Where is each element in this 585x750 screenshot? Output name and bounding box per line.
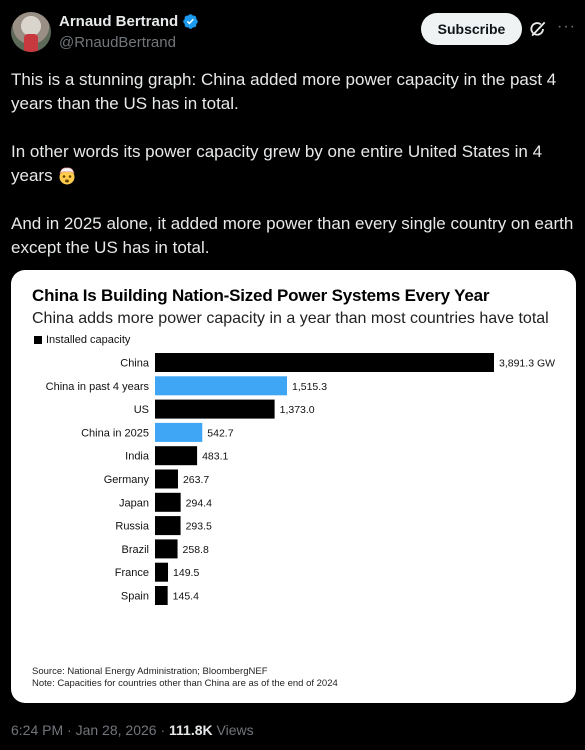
value-label: 1,515.3 [292, 381, 327, 393]
tweet-date[interactable]: Jan 28, 2026 [75, 722, 157, 738]
grok-icon[interactable] [528, 19, 548, 39]
category-label: Russia [115, 521, 150, 533]
category-label: China in past 4 years [46, 381, 150, 393]
bar-chart: China 3,891.3 GW China in past 4 years 1,51… [46, 353, 555, 605]
legend-label: Installed capacity [46, 334, 131, 346]
source-line: Source: National Energy Administration; … [32, 666, 268, 677]
bar [155, 353, 494, 372]
bar [155, 586, 168, 605]
tweet-header: Arnaud Bertrand @RnaudBertrand Subscribe… [0, 0, 585, 64]
bar [155, 399, 275, 419]
category-label: Spain [121, 591, 149, 603]
bar [155, 539, 178, 559]
note-line: Note: Capacities for countries other tha… [32, 678, 338, 689]
tweet-text: This is a stunning graph: China added mo… [11, 68, 576, 284]
bar [155, 376, 288, 396]
tweet-paragraph-3: And in 2025 alone, it added more power t… [11, 214, 574, 257]
value-label: 1,373.0 [280, 404, 315, 416]
tweet-meta: 6:24 PM · Jan 28, 2026 · 111.8K Views [11, 722, 254, 738]
category-label: India [125, 451, 150, 463]
chart-legend: Installed capacity [34, 334, 130, 346]
author-name-row[interactable]: Arnaud Bertrand [59, 13, 199, 30]
category-label: Japan [119, 497, 149, 509]
category-label: US [134, 404, 149, 416]
tweet-paragraph-2-text: In other words its power capacity grew b… [11, 142, 543, 185]
meta-separator: · [160, 722, 170, 738]
bar [155, 562, 169, 582]
chart-source: Source: National Energy Administration; … [32, 666, 338, 690]
chart-image-card[interactable]: China Is Building Nation-Sized Power Sys… [11, 270, 576, 703]
tweet-paragraph-2: In other words its power capacity grew b… [11, 140, 576, 188]
value-label: 263.7 [183, 474, 209, 486]
value-label: 294.4 [186, 497, 212, 509]
legend-swatch [34, 336, 42, 344]
exploding-head-emoji-icon [59, 167, 75, 185]
more-icon[interactable]: ··· [557, 18, 576, 35]
meta-separator: · [67, 722, 76, 738]
value-label: 149.5 [173, 567, 199, 579]
verified-badge-icon [183, 14, 198, 29]
bar [155, 422, 203, 442]
tweet-paragraph-1: This is a stunning graph: China added mo… [11, 70, 557, 113]
author-name[interactable]: Arnaud Bertrand [59, 13, 179, 30]
bar [155, 516, 181, 536]
bar [155, 492, 181, 512]
category-label: Brazil [121, 544, 149, 556]
chart-subtitle: China adds more power capacity in a year… [32, 310, 549, 327]
value-label: 258.8 [183, 544, 209, 556]
tweet-time[interactable]: 6:24 PM [11, 722, 64, 738]
value-label: 293.5 [186, 521, 212, 533]
bar [155, 469, 178, 489]
views-label: Views [216, 722, 254, 738]
value-label: 3,891.3 GW [499, 358, 555, 370]
chart-title: China Is Building Nation-Sized Power Sys… [32, 286, 490, 305]
category-label: China in 2025 [81, 427, 149, 439]
value-label: 483.1 [202, 451, 228, 463]
value-label: 145.4 [173, 591, 199, 603]
category-label: China [120, 358, 150, 370]
views-count[interactable]: 111.8K [169, 722, 213, 738]
author-handle[interactable]: @RnaudBertrand [59, 34, 176, 51]
avatar[interactable] [11, 12, 51, 52]
category-label: Germany [104, 474, 150, 486]
bar [155, 446, 198, 466]
value-label: 542.7 [207, 427, 233, 439]
category-label: France [115, 567, 149, 579]
subscribe-button[interactable]: Subscribe [421, 13, 522, 45]
